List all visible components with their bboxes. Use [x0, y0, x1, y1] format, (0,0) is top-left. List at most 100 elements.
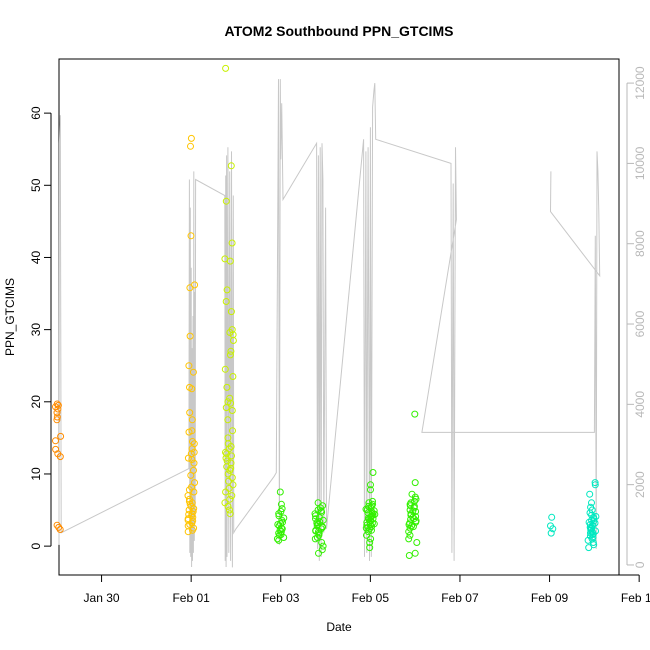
data-point — [227, 162, 235, 170]
chart-title: ATOM2 Southbound PPN_GTCIMS — [225, 23, 454, 39]
x-tick-label: Feb 09 — [531, 591, 569, 605]
data-point — [276, 488, 284, 496]
data-point — [229, 481, 237, 489]
data-point — [223, 457, 231, 465]
data-point — [316, 504, 324, 512]
data-point — [367, 481, 374, 489]
data-point — [411, 410, 419, 418]
data-point — [277, 531, 285, 539]
data-point — [367, 535, 375, 543]
y-tick-label: 30 — [29, 323, 43, 337]
data-point — [224, 416, 232, 424]
data-point — [275, 536, 283, 544]
data-point — [366, 544, 374, 552]
data-point — [227, 347, 235, 355]
data-point — [224, 470, 232, 478]
data-point — [225, 484, 233, 492]
data-point — [312, 512, 319, 520]
data-point — [547, 529, 555, 537]
data-point — [226, 257, 234, 265]
data-point — [369, 469, 377, 476]
data-point — [228, 407, 236, 414]
data-point — [366, 539, 374, 546]
data-point — [588, 499, 595, 507]
data-point — [53, 416, 61, 424]
y-tick-label: 60 — [29, 106, 43, 120]
data-point — [52, 445, 60, 453]
plot-frame — [58, 58, 620, 576]
x-tick-label: Feb 05 — [352, 591, 390, 605]
data-point — [186, 332, 194, 340]
data-point — [586, 509, 594, 517]
data-point — [184, 454, 192, 462]
data-point — [56, 526, 64, 533]
data-point — [588, 524, 596, 532]
data-point — [187, 232, 195, 240]
data-point — [225, 477, 232, 485]
data-point — [588, 511, 596, 519]
data-point — [223, 286, 231, 294]
data-point — [409, 507, 417, 515]
y-tick-label: 0 — [29, 542, 43, 549]
data-point — [280, 514, 288, 522]
data-point — [189, 438, 196, 445]
data-point — [311, 535, 319, 543]
data-point — [406, 531, 414, 539]
data-point — [189, 526, 196, 534]
data-point — [188, 416, 196, 424]
data-point — [317, 507, 325, 515]
data-point — [405, 552, 413, 559]
data-point — [549, 525, 557, 533]
x-tick-label: Feb 11 — [621, 591, 650, 605]
data-point — [312, 527, 320, 535]
data-point — [411, 479, 419, 487]
data-point — [190, 488, 198, 496]
x-tick-label: Jan 30 — [84, 591, 120, 605]
x-tick-label: Feb 07 — [441, 591, 479, 605]
data-point — [53, 409, 61, 417]
data-point — [188, 499, 196, 507]
data-point — [53, 400, 61, 408]
data-point — [277, 500, 285, 508]
data-point — [226, 506, 233, 514]
y2-tick-label: 10000 — [633, 146, 647, 180]
data-point — [406, 524, 414, 532]
data-point — [57, 432, 65, 440]
data-point — [55, 523, 63, 531]
data-point — [54, 405, 62, 413]
y-tick-label: 50 — [29, 178, 43, 192]
data-point — [365, 499, 373, 507]
y-tick-label: 10 — [29, 467, 43, 481]
data-point — [227, 459, 235, 467]
data-point — [585, 544, 593, 552]
data-point — [222, 488, 230, 496]
data-point — [222, 298, 230, 305]
data-point — [187, 142, 194, 150]
data-point — [277, 520, 284, 528]
data-point — [228, 492, 236, 500]
secondary-series — [58, 79, 601, 568]
data-point — [366, 521, 374, 528]
data-point — [318, 523, 326, 531]
y2-tick-label: 0 — [633, 561, 647, 568]
y2-tick-label: 12000 — [633, 66, 647, 100]
data-point — [366, 525, 374, 533]
data-point — [229, 337, 237, 344]
data-point — [277, 508, 285, 515]
data-point — [185, 362, 193, 370]
data-point — [411, 549, 419, 557]
data-point — [53, 413, 61, 421]
data-point — [186, 409, 194, 417]
data-point — [187, 471, 195, 479]
data-point — [188, 456, 196, 463]
data-point — [413, 539, 421, 546]
data-point — [190, 459, 198, 467]
data-point — [410, 515, 418, 523]
scatter-points — [52, 64, 600, 559]
data-point — [407, 515, 415, 523]
y-axis-left: 0 10 20 30 40 50 60 — [29, 106, 52, 549]
data-point — [228, 239, 236, 247]
data-point — [588, 521, 596, 529]
data-point — [188, 445, 196, 453]
